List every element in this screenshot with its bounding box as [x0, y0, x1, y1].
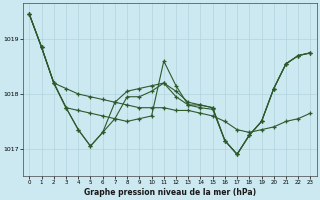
X-axis label: Graphe pression niveau de la mer (hPa): Graphe pression niveau de la mer (hPa) [84, 188, 256, 197]
